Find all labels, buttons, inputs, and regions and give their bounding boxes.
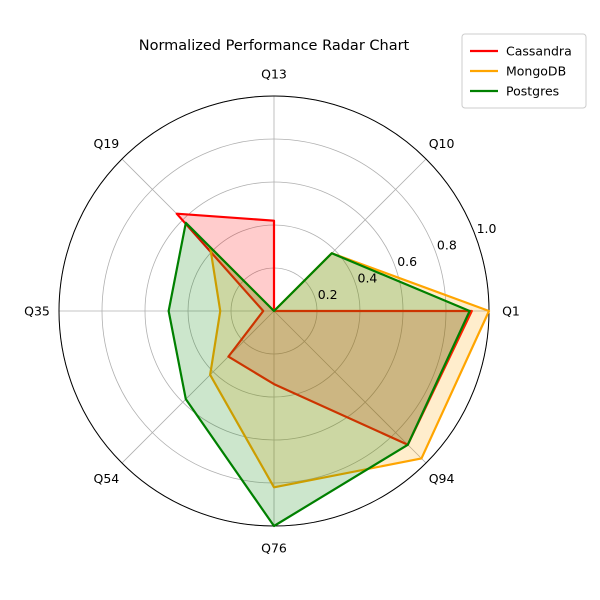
radar-series (167, 212, 491, 528)
r-tick-label: 1.0 (477, 221, 497, 236)
radar-labels: Q1 Q10 Q13 Q19 Q35 Q54 Q76 Q94 0.2 0.4 0.6 0.8 1.0 (24, 67, 520, 556)
spoke-q54 (121, 310, 275, 464)
r-tick-label: 0.4 (358, 271, 378, 286)
legend-label-cassandra: Cassandra (506, 44, 572, 59)
legend-frame (461, 33, 587, 109)
axis-label-q10: Q10 (429, 136, 455, 151)
axis-label-q19: Q19 (94, 136, 120, 151)
series-cassandra (175, 212, 473, 446)
axis-label-q13: Q13 (261, 67, 287, 82)
r-tick-label: 0.2 (318, 287, 338, 302)
spoke-q94 (273, 310, 427, 464)
r-tick-label: 0.6 (397, 254, 417, 269)
axis-label-q35: Q35 (24, 304, 50, 319)
axis-label-q94: Q94 (429, 471, 455, 486)
legend-label-mongodb: MongoDB (506, 64, 566, 79)
legend: Cassandra MongoDB Postgres (461, 33, 587, 109)
axis-label-q76: Q76 (261, 541, 287, 556)
series-postgres (167, 221, 471, 528)
r-tick-label: 0.8 (437, 238, 457, 253)
chart-title: Normalized Performance Radar Chart (139, 38, 410, 54)
axis-label-q54: Q54 (94, 471, 120, 486)
legend-label-postgres: Postgres (506, 84, 559, 99)
axis-label-q1: Q1 (502, 304, 520, 319)
